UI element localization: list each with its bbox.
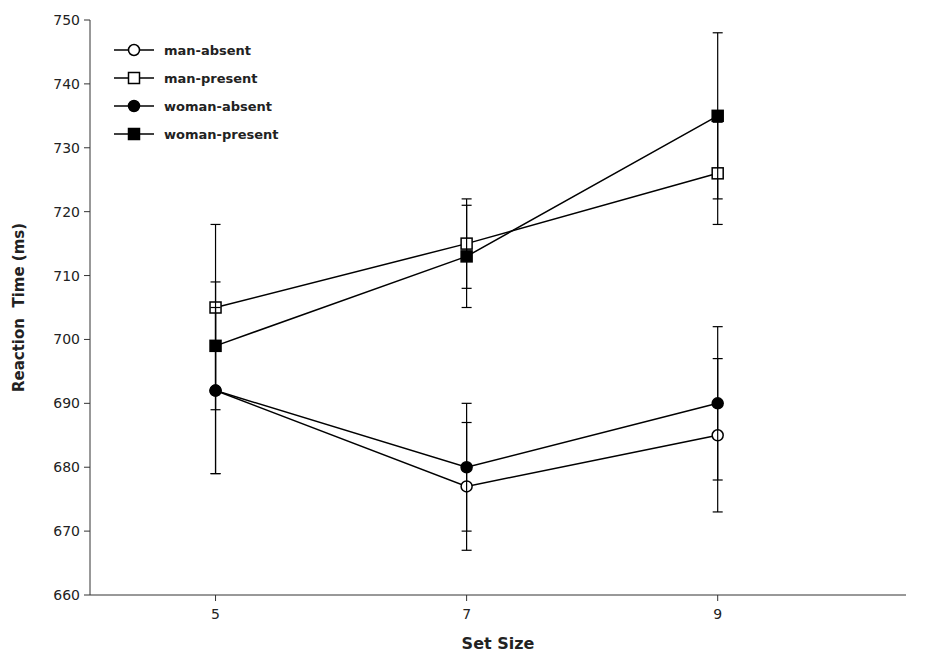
x-tick [466,595,467,601]
x-tick-label: 5 [211,606,220,622]
error-bar-cap [462,205,472,206]
error-bar-cap [713,326,723,327]
y-tick [84,531,90,532]
legend-label: woman-absent [164,99,272,114]
error-bar-cap [713,479,723,480]
error-bar-cap [713,511,723,512]
error-bar-cap [462,403,472,404]
error-bar-cap [713,198,723,199]
error-bar-cap [211,224,221,225]
point [461,251,472,262]
y-tick-label: 660 [53,587,80,603]
error-bar-cap [211,281,221,282]
chart: 5 7 9 660 670 680 690 700 710 720 730 740 750 Set Siz… [0,0,930,667]
point [210,340,221,351]
point [712,110,723,121]
series [210,33,723,410]
y-tick [84,467,90,468]
y-tick-label: 720 [53,204,80,220]
x-tick-label: 7 [462,606,471,622]
error-bar-cap [713,32,723,33]
point [461,462,472,473]
y-tick [84,595,90,596]
error-bar-cap [713,224,723,225]
y-tick [84,20,90,21]
y-tick [84,403,90,404]
y-tick [84,83,90,84]
error-bar [462,205,472,307]
y-axis-label: Reaction Time (ms) [10,223,28,392]
y-tick-label: 700 [53,331,80,347]
y-tick-label: 690 [53,395,80,411]
y-tick [84,275,90,276]
error-bar-cap [462,307,472,308]
x-axis-line [90,595,906,596]
error-bar-cap [462,531,472,532]
error-bar [211,282,221,410]
error-bar-cap [211,473,221,474]
series [210,308,723,551]
legend-item: woman-present [114,127,278,142]
y-tick-label: 750 [53,12,80,28]
error-bar-cap [462,550,472,551]
y-tick-label: 740 [53,76,80,92]
series [210,122,723,390]
legend-item: man-present [114,71,258,86]
y-tick-label: 710 [53,268,80,284]
series-line [216,391,718,468]
x-tick [717,595,718,601]
error-bar [713,327,723,480]
error-bar-cap [462,198,472,199]
legend-label: man-present [164,71,258,86]
series [210,308,723,532]
y-axis-line [90,20,91,595]
legend-marker [129,45,140,56]
axes: 5 7 9 660 670 680 690 700 710 720 730 740 750 [53,12,906,622]
y-tick-label: 730 [53,140,80,156]
point [712,398,723,409]
legend-item: woman-absent [114,99,272,114]
y-tick-label: 680 [53,459,80,475]
error-bar [462,403,472,531]
y-tick [84,211,90,212]
plot-marks [210,33,723,551]
y-tick [84,147,90,148]
legend-marker [129,129,140,140]
error-bar-cap [211,409,221,410]
x-tick [215,595,216,601]
legend-item: man-absent [114,43,251,58]
x-tick-label: 9 [713,606,722,622]
error-bar-cap [211,473,221,474]
legend: man-absent man-present woman-absent woman-p… [114,43,278,142]
legend-marker [129,101,140,112]
series-line [216,173,718,307]
y-tick-label: 670 [53,523,80,539]
x-axis-label: Set Size [462,634,535,653]
error-bar [713,33,723,199]
series-line [216,116,718,346]
y-tick [84,339,90,340]
legend-marker [129,73,140,84]
legend-label: woman-present [164,127,278,142]
legend-label: man-absent [164,43,251,58]
